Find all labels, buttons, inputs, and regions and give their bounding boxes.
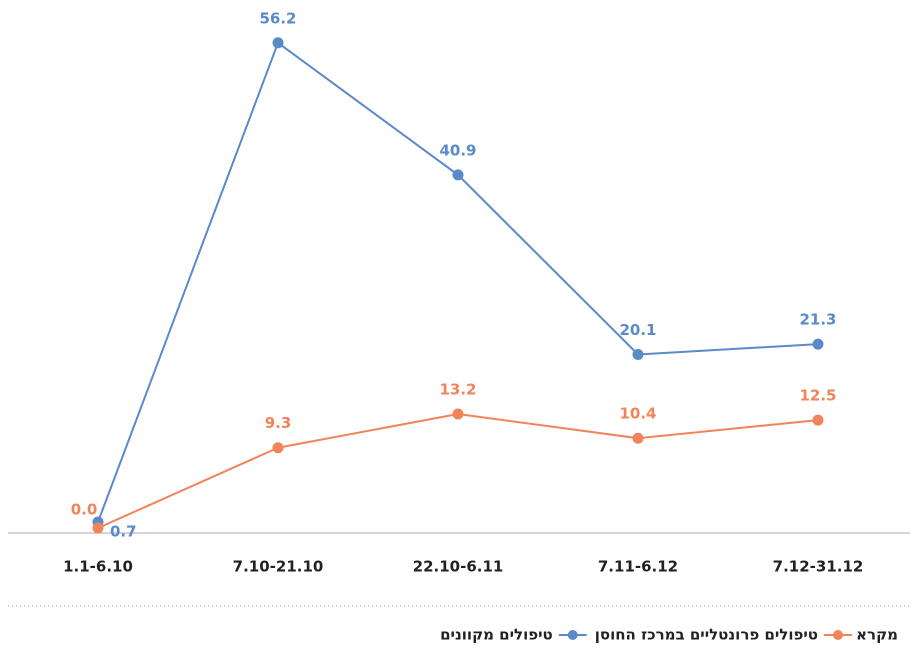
data-label: 0.7 — [110, 522, 137, 540]
series-line — [97, 41, 819, 523]
point — [92, 522, 104, 534]
data-label: 13.2 — [439, 381, 476, 399]
point — [272, 37, 284, 49]
x-tick-label: 7.11-6.12 — [598, 558, 678, 576]
data-label: 12.5 — [799, 387, 836, 405]
data-label: 10.4 — [619, 405, 656, 423]
point — [452, 169, 464, 181]
legend-marker — [833, 630, 843, 640]
legend-marker — [567, 630, 578, 640]
legend-label: טיפולים פרונטליים במרכז החוסן — [595, 626, 818, 644]
data-label: 0.0 — [71, 501, 98, 519]
legend-label: טיפולים מקוונים — [440, 626, 553, 644]
data-label: 20.1 — [619, 321, 656, 339]
data-label: 9.3 — [265, 414, 292, 432]
point — [812, 414, 824, 426]
data-label: 56.2 — [259, 9, 296, 27]
point — [632, 432, 644, 444]
data-label: 21.3 — [799, 311, 836, 329]
point — [632, 348, 644, 360]
x-tick-label: 22.10-6.11 — [413, 558, 504, 576]
point — [812, 338, 824, 350]
point — [272, 442, 284, 454]
series-line — [97, 413, 819, 529]
point — [452, 408, 464, 420]
x-tick-label: 1.1-6.10 — [63, 558, 133, 576]
data-label: 40.9 — [439, 141, 476, 159]
legend-title: מקרא — [856, 626, 898, 644]
x-tick-label: 7.12-31.12 — [773, 558, 864, 576]
x-tick-label: 7.10-21.10 — [233, 558, 324, 576]
